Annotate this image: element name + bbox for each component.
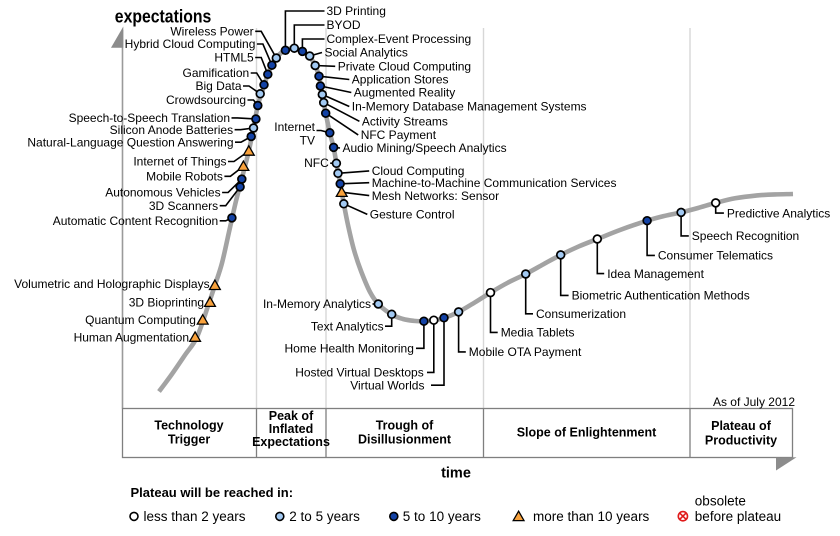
svg-text:Virtual Worlds: Virtual Worlds — [350, 378, 424, 392]
svg-text:Autonomous Vehicles: Autonomous Vehicles — [105, 186, 220, 200]
svg-text:Media Tablets: Media Tablets — [501, 326, 575, 340]
svg-text:3D Bioprinting: 3D Bioprinting — [129, 295, 204, 309]
svg-text:Mobile OTA Payment: Mobile OTA Payment — [469, 345, 582, 359]
svg-text:NFC: NFC — [304, 156, 329, 170]
svg-text:Natural-Language Question Answ: Natural-Language Question Answering — [27, 135, 233, 149]
svg-text:5 to 10 years: 5 to 10 years — [403, 509, 481, 524]
svg-text:Human Augmentation: Human Augmentation — [74, 330, 189, 344]
svg-text:Disillusionment: Disillusionment — [358, 433, 452, 447]
svg-text:Plateau will be reached in:: Plateau will be reached in: — [131, 485, 294, 500]
svg-text:Machine-to-Machine Communicati: Machine-to-Machine Communication Service… — [372, 176, 617, 190]
svg-text:Private Cloud Computing: Private Cloud Computing — [338, 60, 471, 74]
svg-text:Application Stores: Application Stores — [352, 73, 449, 87]
svg-text:Home Health Monitoring: Home Health Monitoring — [285, 342, 414, 356]
svg-text:Quantum Computing: Quantum Computing — [85, 313, 196, 327]
svg-text:Inflated: Inflated — [269, 422, 313, 436]
svg-text:Plateau of: Plateau of — [711, 419, 772, 433]
svg-text:Peak of: Peak of — [269, 409, 314, 423]
svg-text:Text Analytics: Text Analytics — [311, 319, 384, 333]
svg-text:Trigger: Trigger — [168, 433, 211, 447]
svg-text:Activity Streams: Activity Streams — [362, 115, 448, 129]
svg-text:Trough of: Trough of — [376, 419, 434, 433]
svg-text:BYOD: BYOD — [327, 18, 361, 32]
svg-text:Expectations: Expectations — [252, 435, 330, 449]
svg-text:more than 10 years: more than 10 years — [533, 509, 650, 524]
svg-text:Gamification: Gamification — [182, 66, 249, 80]
svg-text:Audio Mining/Speech Analytics: Audio Mining/Speech Analytics — [343, 141, 507, 155]
svg-text:TV: TV — [300, 134, 315, 148]
svg-text:Internet: Internet — [274, 120, 315, 134]
svg-text:Productivity: Productivity — [705, 434, 777, 448]
svg-text:expectations: expectations — [115, 5, 212, 26]
svg-text:Mesh Networks: Sensor: Mesh Networks: Sensor — [372, 189, 499, 203]
svg-text:As of July 2012: As of July 2012 — [713, 395, 795, 409]
svg-text:time: time — [441, 466, 471, 482]
svg-text:3D Printing: 3D Printing — [327, 4, 386, 18]
svg-text:obsolete: obsolete — [695, 494, 746, 509]
svg-text:less than 2 years: less than 2 years — [144, 509, 246, 524]
svg-text:Slope of Enlightenment: Slope of Enlightenment — [517, 426, 657, 440]
svg-text:Augmented Reality: Augmented Reality — [354, 86, 455, 100]
svg-text:In-Memory Analytics: In-Memory Analytics — [263, 297, 371, 311]
svg-text:Biometric Authentication Metho: Biometric Authentication Methods — [572, 289, 750, 303]
svg-text:2 to 5 years: 2 to 5 years — [289, 509, 360, 524]
svg-text:before plateau: before plateau — [695, 509, 781, 524]
svg-text:Speech Recognition: Speech Recognition — [692, 229, 799, 243]
svg-text:Hybrid Cloud Computing: Hybrid Cloud Computing — [125, 37, 256, 51]
svg-text:Social Analytics: Social Analytics — [325, 46, 408, 60]
svg-text:Technology: Technology — [154, 419, 223, 433]
svg-text:Mobile Robots: Mobile Robots — [146, 170, 223, 184]
svg-text:Volumetric and Holographic Dis: Volumetric and Holographic Displays — [14, 277, 209, 291]
svg-text:Big Data: Big Data — [195, 79, 241, 93]
svg-text:Idea Management: Idea Management — [607, 267, 704, 281]
svg-text:Consumer Telematics: Consumer Telematics — [658, 249, 773, 263]
svg-text:Complex-Event Processing: Complex-Event Processing — [327, 32, 472, 46]
svg-text:Automatic Content Recognition: Automatic Content Recognition — [53, 214, 218, 228]
svg-text:NFC Payment: NFC Payment — [361, 128, 437, 142]
svg-text:HTML5: HTML5 — [214, 51, 254, 65]
svg-text:3D Scanners: 3D Scanners — [149, 199, 218, 213]
svg-text:Predictive Analytics: Predictive Analytics — [727, 206, 830, 220]
svg-text:Internet of Things: Internet of Things — [133, 155, 226, 169]
svg-text:Crowdsourcing: Crowdsourcing — [166, 93, 246, 107]
svg-text:In-Memory Database Management: In-Memory Database Management Systems — [352, 100, 587, 114]
svg-text:Gesture Control: Gesture Control — [370, 208, 455, 222]
svg-text:Consumerization: Consumerization — [536, 307, 626, 321]
